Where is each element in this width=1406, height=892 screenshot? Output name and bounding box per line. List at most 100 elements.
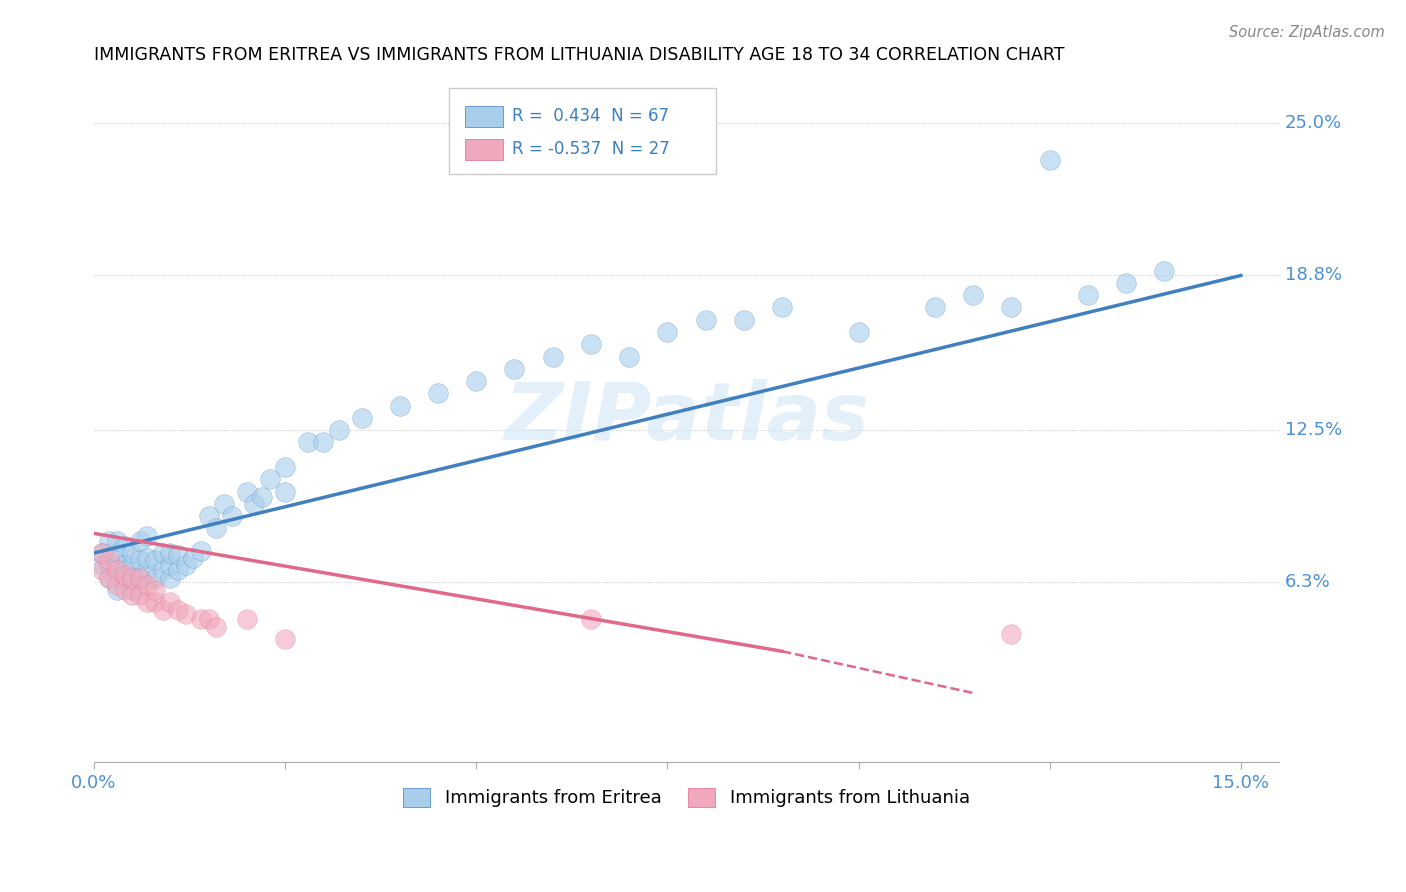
Point: [541, 350, 564, 364]
Point: [770, 301, 793, 315]
Point: [136, 550, 159, 565]
Point: [114, 571, 136, 585]
Point: [114, 568, 136, 582]
Point: [350, 411, 373, 425]
Bar: [465, 139, 503, 160]
Point: [159, 546, 181, 560]
Point: [114, 558, 136, 573]
Point: [98, 533, 121, 548]
Point: [105, 558, 128, 573]
Point: [297, 435, 319, 450]
Point: [205, 521, 228, 535]
Point: [190, 612, 212, 626]
Point: [98, 553, 121, 567]
Point: [1153, 263, 1175, 277]
Point: [159, 571, 181, 585]
Point: [105, 563, 128, 577]
Point: [1077, 288, 1099, 302]
Point: [136, 595, 159, 609]
Point: [143, 595, 166, 609]
Point: [503, 361, 526, 376]
Point: [105, 533, 128, 548]
Point: [98, 558, 121, 573]
Point: [328, 423, 350, 437]
Point: [136, 563, 159, 577]
Point: [98, 571, 121, 585]
Point: [236, 612, 259, 626]
Point: [617, 350, 640, 364]
Point: [848, 325, 870, 339]
Point: [174, 607, 197, 622]
Point: [136, 529, 159, 543]
Point: [90, 546, 112, 560]
Point: [98, 571, 121, 585]
Point: [197, 612, 219, 626]
Point: [579, 337, 602, 351]
Point: [121, 588, 143, 602]
Point: [1000, 627, 1022, 641]
Point: [274, 632, 297, 646]
Point: [143, 582, 166, 597]
Point: [1000, 301, 1022, 315]
Point: [465, 374, 488, 388]
Text: 12.5%: 12.5%: [1285, 421, 1343, 439]
Point: [136, 578, 159, 592]
Point: [197, 509, 219, 524]
Point: [579, 612, 602, 626]
Point: [167, 563, 190, 577]
Point: [128, 571, 150, 585]
Point: [657, 325, 679, 339]
Point: [1115, 276, 1137, 290]
Point: [114, 539, 136, 553]
Point: [121, 546, 143, 560]
Point: [695, 312, 717, 326]
Point: [128, 588, 150, 602]
FancyBboxPatch shape: [450, 88, 716, 174]
Point: [962, 288, 984, 302]
Legend: Immigrants from Eritrea, Immigrants from Lithuania: Immigrants from Eritrea, Immigrants from…: [395, 780, 977, 814]
Point: [236, 484, 259, 499]
Point: [205, 620, 228, 634]
Point: [427, 386, 450, 401]
Point: [159, 595, 181, 609]
Point: [159, 558, 181, 573]
Point: [152, 563, 174, 577]
Point: [221, 509, 243, 524]
Point: [174, 558, 197, 573]
Point: [312, 435, 335, 450]
Point: [128, 533, 150, 548]
Point: [128, 553, 150, 567]
Point: [105, 582, 128, 597]
Text: Source: ZipAtlas.com: Source: ZipAtlas.com: [1229, 25, 1385, 40]
Point: [90, 558, 112, 573]
Point: [388, 399, 411, 413]
Bar: [465, 106, 503, 127]
Point: [259, 472, 281, 486]
Point: [924, 301, 946, 315]
Point: [105, 546, 128, 560]
Point: [121, 582, 143, 597]
Point: [105, 578, 128, 592]
Point: [152, 602, 174, 616]
Text: IMMIGRANTS FROM ERITREA VS IMMIGRANTS FROM LITHUANIA DISABILITY AGE 18 TO 34 COR: IMMIGRANTS FROM ERITREA VS IMMIGRANTS FR…: [94, 46, 1064, 64]
Point: [167, 549, 190, 563]
Point: [121, 571, 143, 585]
Point: [190, 543, 212, 558]
Point: [733, 312, 755, 326]
Point: [90, 546, 112, 560]
Point: [121, 571, 143, 585]
Point: [152, 546, 174, 560]
Text: R =  0.434  N = 67: R = 0.434 N = 67: [512, 107, 669, 125]
Point: [114, 582, 136, 597]
Text: 6.3%: 6.3%: [1285, 574, 1330, 591]
Point: [212, 497, 235, 511]
Point: [274, 460, 297, 475]
Point: [143, 571, 166, 585]
Point: [90, 563, 112, 577]
Point: [243, 497, 266, 511]
Text: R = -0.537  N = 27: R = -0.537 N = 27: [512, 140, 671, 158]
Point: [1039, 153, 1062, 167]
Text: ZIPatlas: ZIPatlas: [503, 379, 869, 457]
Point: [167, 602, 190, 616]
Text: 25.0%: 25.0%: [1285, 114, 1343, 132]
